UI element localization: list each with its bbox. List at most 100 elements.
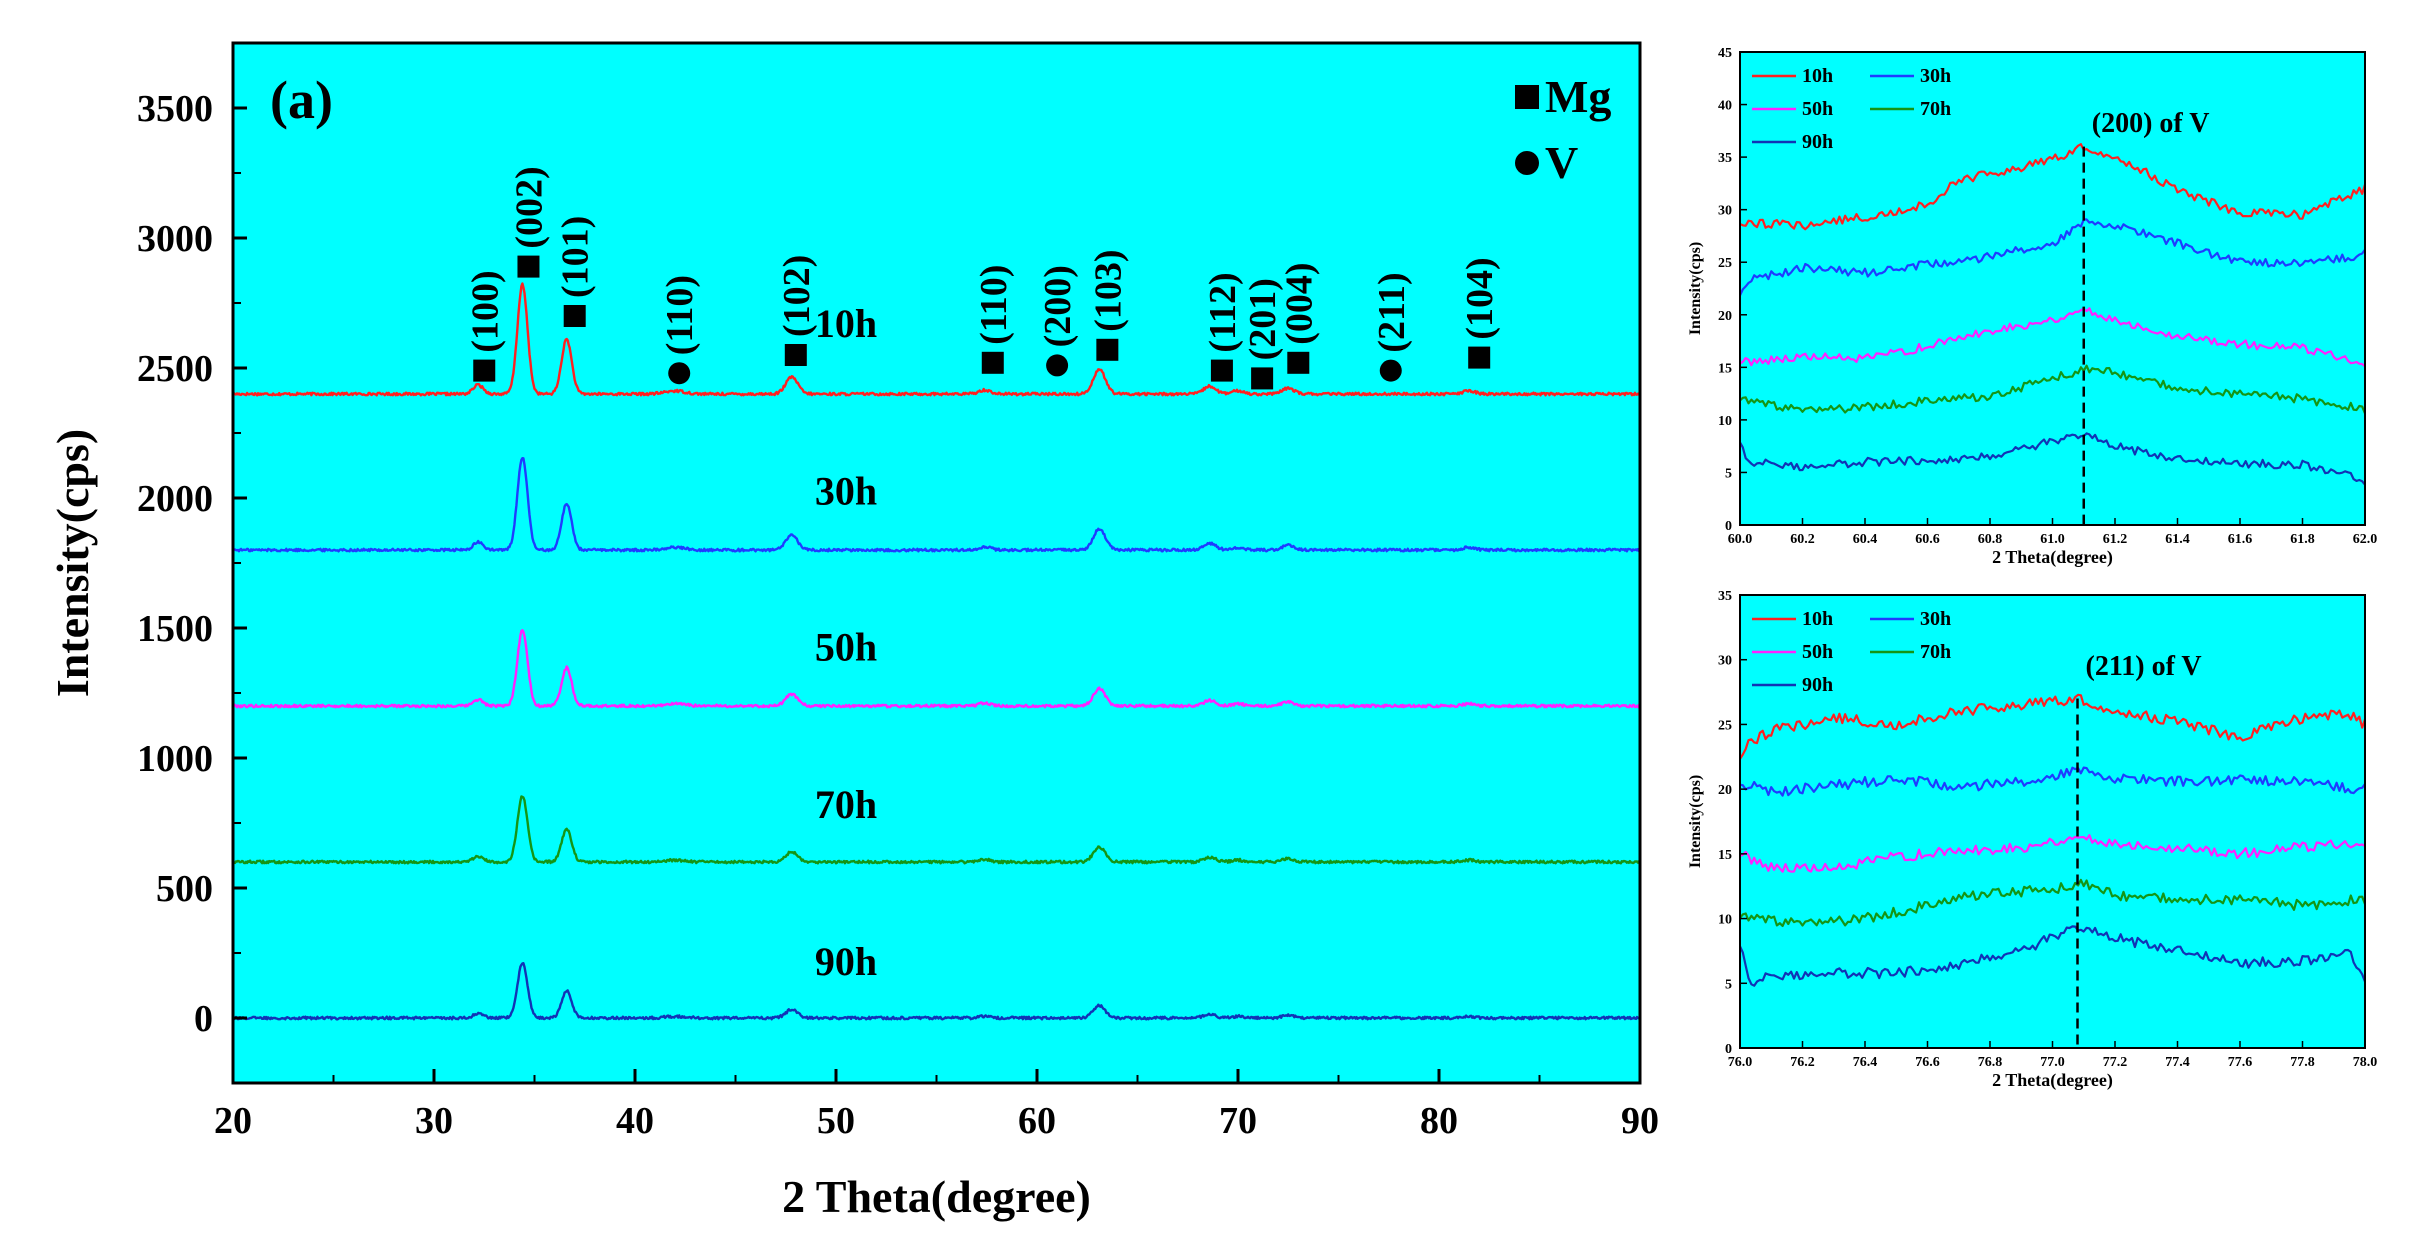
inset-200-x-tick-label: 61.8 bbox=[2290, 532, 2315, 547]
inset-200-y-tick-label: 40 bbox=[1718, 99, 1732, 114]
peak-annotation-square-icon bbox=[784, 344, 807, 366]
inset-211-x-tick-label: 78.0 bbox=[2353, 1055, 2378, 1070]
inset-211-y-tick-label: 0 bbox=[1725, 1042, 1732, 1057]
peak-annotation-square-icon bbox=[1096, 338, 1119, 361]
peak-annotation-square-icon bbox=[1287, 351, 1310, 374]
inset-200-y-tick-label: 35 bbox=[1718, 151, 1732, 166]
legend-mg-label: Mg bbox=[1545, 71, 1611, 122]
inset-211-x-tick-label: 76.2 bbox=[1790, 1055, 1815, 1070]
series-label-50h: 50h bbox=[815, 625, 877, 670]
inset-200-x-tick-label: 60.0 bbox=[1728, 532, 1753, 547]
peak-annotation-square-icon bbox=[473, 359, 496, 382]
inset-211-legend-label-70h: 70h bbox=[1920, 641, 1951, 663]
inset-200-y-tick-label: 10 bbox=[1718, 414, 1732, 429]
peak-annotation-label: (100) bbox=[464, 270, 506, 352]
inset-200-x-tick-label: 60.6 bbox=[1915, 532, 1940, 547]
series-label-10h: 10h bbox=[815, 301, 877, 346]
peak-annotation-circle-icon bbox=[668, 362, 691, 385]
inset-211-y-tick-label: 15 bbox=[1718, 848, 1732, 863]
plot-area bbox=[233, 43, 1640, 1083]
inset-211-y-axis-label: Intensity(cps) bbox=[1687, 775, 1704, 868]
peak-annotation-square-icon bbox=[981, 351, 1004, 374]
main-xrd-chart: 10h 30h 50h 70h 90h 20 30 40 50 60 70 80 90 0 500 1000 1… bbox=[47, 41, 1659, 1222]
inset-211-x-tick-label: 77.6 bbox=[2228, 1055, 2253, 1070]
inset-200-x-tick-label: 60.4 bbox=[1853, 532, 1878, 547]
inset-211-series-line-90h bbox=[1739, 925, 2367, 987]
peak-annotation-label: (200) bbox=[1037, 265, 1079, 347]
series-label-70h: 70h bbox=[815, 782, 877, 827]
inset-200-y-tick-label: 30 bbox=[1718, 204, 1732, 219]
inset-200-legend-label-30h: 30h bbox=[1920, 65, 1951, 87]
inset-211-x-tick-label: 77.2 bbox=[2103, 1055, 2128, 1070]
inset-200-x-tick-label: 62.0 bbox=[2353, 532, 2378, 547]
peak-annotation-square-icon bbox=[563, 305, 586, 327]
peak-annotation-label: (102) bbox=[776, 255, 818, 337]
inset-211-legend-label-90h: 90h bbox=[1802, 674, 1833, 696]
inset-200-plot-area bbox=[1740, 52, 2365, 525]
inset-211-x-tick-label: 77.8 bbox=[2290, 1055, 2315, 1070]
inset-200-series-line-70h bbox=[1739, 364, 2367, 414]
inset-200-y-tick-label: 5 bbox=[1725, 466, 1732, 481]
peak-annotation-square-icon bbox=[1251, 367, 1274, 390]
y-tick-label-2000: 2000 bbox=[137, 478, 213, 520]
peak-annotation-circle-icon bbox=[1379, 359, 1402, 382]
inset-200-series-line-10h bbox=[1739, 143, 2367, 231]
inset-211-series-line-30h bbox=[1739, 766, 2366, 797]
inset-200-x-tick-label: 61.0 bbox=[2040, 532, 2065, 547]
inset-211-series-line-70h bbox=[1739, 878, 2367, 928]
series-line-10h bbox=[232, 282, 1641, 397]
inset-200-series-line-50h bbox=[1739, 307, 2366, 368]
inset-200-y-tick-label: 20 bbox=[1718, 309, 1732, 324]
legend-v-label: V bbox=[1545, 137, 1578, 188]
panel-title-a: (a) bbox=[270, 70, 333, 130]
inset-211-legend-label-50h: 50h bbox=[1802, 641, 1833, 663]
inset-211-y-tick-label: 5 bbox=[1725, 977, 1732, 992]
x-tick-label-60: 60 bbox=[1018, 1100, 1056, 1142]
series-group bbox=[232, 282, 1642, 1021]
series-line-30h bbox=[232, 457, 1642, 553]
peak-annotation-label: (002) bbox=[508, 166, 550, 248]
inset-211-x-tick-label: 76.4 bbox=[1853, 1055, 1878, 1070]
inset-chart-200-of-v: 60.0 60.2 60.4 60.6 60.8 61.0 61.2 61.4 61.6 61.8… bbox=[1687, 46, 2377, 568]
peak-annotation-label: (101) bbox=[555, 216, 597, 298]
y-tick-label-1500: 1500 bbox=[137, 608, 213, 650]
legend-mg-square-icon bbox=[1515, 85, 1539, 109]
y-tick-label-3500: 3500 bbox=[137, 88, 213, 130]
inset-200-title: (200) of V bbox=[2092, 108, 2210, 139]
peak-annotation-circle-icon bbox=[1046, 354, 1069, 377]
inset-200-series-line-90h bbox=[1739, 432, 2366, 486]
inset-200-y-tick-label: 0 bbox=[1725, 519, 1732, 534]
inset-211-series-line-10h bbox=[1739, 693, 2367, 760]
peak-annotation-label: (201) bbox=[1242, 278, 1284, 360]
y-tick-label-2500: 2500 bbox=[137, 348, 213, 390]
inset-211-x-tick-label: 76.0 bbox=[1728, 1055, 1753, 1070]
inset-200-x-tick-label: 61.4 bbox=[2165, 532, 2190, 547]
inset-200-legend-label-70h: 70h bbox=[1920, 98, 1951, 120]
x-tick-label-90: 90 bbox=[1621, 1100, 1659, 1142]
x-tick-label-70: 70 bbox=[1219, 1100, 1257, 1142]
series-line-70h bbox=[232, 795, 1642, 865]
x-tick-label-30: 30 bbox=[415, 1100, 453, 1142]
peak-annotation-label: (110) bbox=[659, 275, 701, 355]
peak-annotation-label: (103) bbox=[1087, 249, 1129, 331]
inset-211-title: (211) of V bbox=[2086, 651, 2202, 682]
x-axis-label: 2 Theta(degree) bbox=[782, 1171, 1091, 1222]
inset-211-x-axis-label: 2 Theta(degree) bbox=[1992, 1070, 2113, 1091]
y-tick-label-1000: 1000 bbox=[137, 738, 213, 780]
y-tick-label-0: 0 bbox=[194, 998, 213, 1040]
inset-211-y-tick-label: 10 bbox=[1718, 913, 1732, 928]
inset-200-y-tick-label: 25 bbox=[1718, 256, 1732, 271]
inset-200-x-tick-label: 60.8 bbox=[1978, 532, 2003, 547]
y-tick-label-3000: 3000 bbox=[137, 218, 213, 260]
inset-200-legend-label-50h: 50h bbox=[1802, 98, 1833, 120]
inset-211-x-tick-label: 77.4 bbox=[2165, 1055, 2190, 1070]
y-axis-label: Intensity(cps) bbox=[47, 429, 98, 697]
x-tick-label-80: 80 bbox=[1420, 1100, 1458, 1142]
x-tick-label-20: 20 bbox=[214, 1100, 252, 1142]
inset-211-legend-label-10h: 10h bbox=[1802, 608, 1833, 630]
peak-annotation-label: (004) bbox=[1278, 262, 1320, 344]
series-label-90h: 90h bbox=[815, 939, 877, 984]
peak-annotation-label: (211) bbox=[1371, 272, 1413, 352]
inset-200-legend-label-10h: 10h bbox=[1802, 65, 1833, 87]
